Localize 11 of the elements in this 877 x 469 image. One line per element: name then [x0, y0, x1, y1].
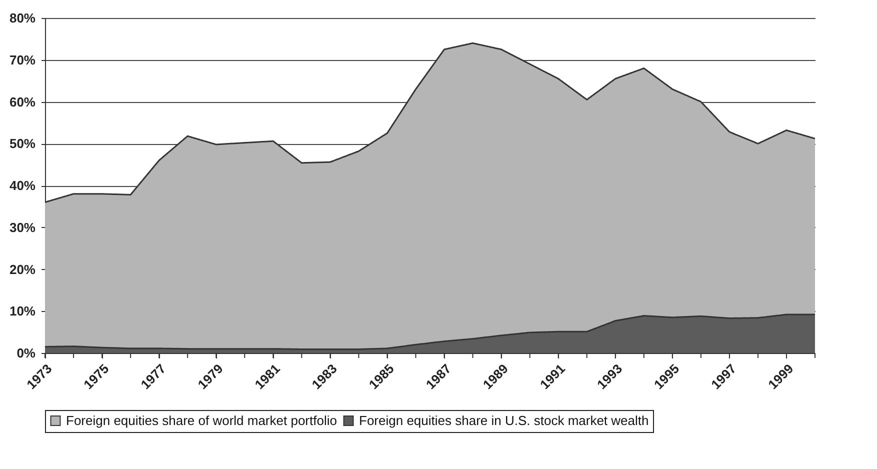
y-tick-label: 70%	[9, 52, 36, 68]
y-tick-label: 0%	[16, 346, 36, 360]
y-tick-label: 40%	[9, 178, 36, 193]
y-tick-label: 30%	[9, 220, 36, 235]
y-tick-label: 80%	[9, 10, 36, 26]
legend-label: Foreign equities share of world market portfolio	[66, 412, 337, 428]
y-tick-label: 60%	[9, 94, 36, 110]
y-tick-label: 20%	[9, 262, 36, 277]
y-tick-label: 50%	[9, 136, 36, 152]
legend-label: Foreign equities share in U.S. stock market wealth	[359, 412, 649, 428]
y-tick-label: 10%	[9, 304, 36, 319]
